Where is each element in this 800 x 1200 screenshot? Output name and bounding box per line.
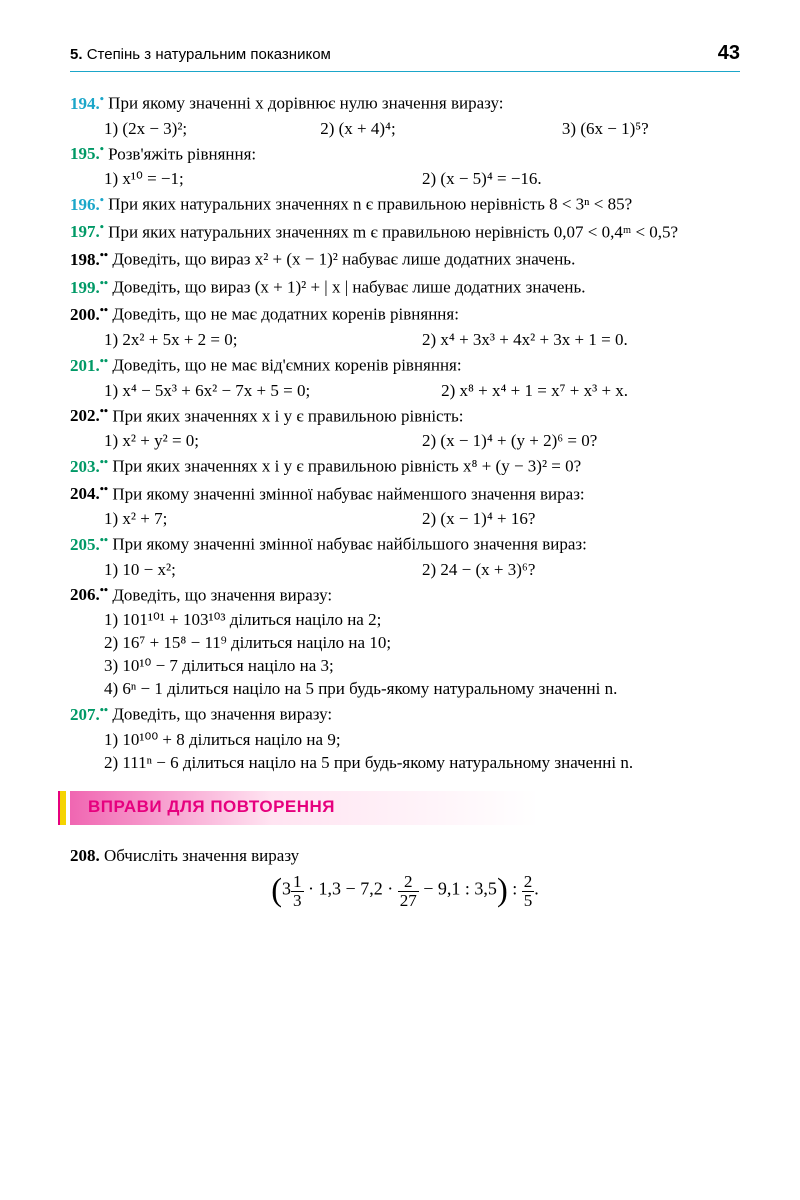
problem-number: 207.•• [70,705,112,724]
problem-number: 194.• [70,94,108,113]
formula-seg-2: − 9,1 : 3,5 [423,879,497,899]
problem-part: 1) x² + y² = 0; [104,430,422,453]
problem-part: 2) (x + 4)⁴; [320,118,562,141]
problem-part: 1) 10 − x²; [104,559,422,582]
problem-part: 1) x² + 7; [104,508,422,531]
problem-part: 2) (x − 1)⁴ + (y + 2)⁶ = 0? [422,430,740,453]
problem-item: 199.•• Доведіть, що вираз (x + 1)² + | x… [70,274,740,300]
problem-item: 207.•• Доведіть, що значення виразу: [70,701,740,727]
problem-parts-row: 1) (2x − 3)²;2) (x + 4)⁴;3) (6x − 1)⁵? [70,118,740,141]
formula-colon: : [512,879,517,899]
problem-parts-row: 1) 10 − x²;2) 24 − (x + 3)⁶? [70,559,740,582]
frac-num: 1 [291,873,304,891]
problem-number: 206.•• [70,585,112,604]
page-number: 43 [718,40,740,67]
problem-parts-row: 1) x² + 7;2) (x − 1)⁴ + 16? [70,508,740,531]
problem-part: 2) (x − 1)⁴ + 16? [422,508,740,531]
page-header: 5. Степінь з натуральним показником 43 [70,40,740,72]
frac-den: 5 [522,892,535,909]
problem-parts-row: 1) x⁴ − 5x³ + 6x² − 7x + 5 = 0;2) x⁸ + x… [70,380,740,403]
frac-den: 27 [398,892,419,909]
problem-text: Обчисліть значення виразу [104,846,299,865]
banner-bar [58,791,66,825]
problem-text: Доведіть, що значення виразу: [112,585,332,604]
problem-part: 1) (2x − 3)²; [104,118,320,141]
problem-text: При якому значенні змінної набуває найбі… [112,535,587,554]
problem-number: 195.• [70,144,108,163]
frac-den: 3 [291,892,304,909]
problem-text: При яких натуральних значеннях n є прави… [108,195,632,214]
problem-text: При яких значеннях x і y є правильною рі… [112,457,581,476]
problem-item: 202.•• При яких значеннях x і y є правил… [70,403,740,429]
problem-text: При яких значеннях x і y є правильною рі… [112,406,463,425]
fraction-3: 25 [522,873,535,908]
problem-part: 1) 101¹⁰¹ + 103¹⁰³ ділиться націло на 2; [70,609,740,632]
problems-list: 194.• При якому значенні x дорівнює нулю… [70,90,740,775]
problem-item: 197.• При яких натуральних значеннях m є… [70,219,740,245]
problem-item: 205.•• При якому значенні змінної набува… [70,531,740,557]
problem-text: Доведіть, що вираз x² + (x − 1)² набуває… [112,250,575,269]
problem-text: Доведіть, що вираз (x + 1)² + | x | набу… [112,278,585,297]
problem-part: 1) 10¹⁰⁰ + 8 ділиться націло на 9; [70,729,740,752]
problem-208: 208. Обчисліть значення виразу [70,845,740,868]
problem-text: Доведіть, що значення виразу: [112,705,332,724]
problem-parts-row: 1) x¹⁰ = −1;2) (x − 5)⁴ = −16. [70,168,740,191]
formula-208: (313 · 1,3 − 7,2 · 227 − 9,1 : 3,5) : 25… [70,873,740,908]
problem-item: 194.• При якому значенні x дорівнює нулю… [70,90,740,116]
problem-part: 4) 6ⁿ − 1 ділиться націло на 5 при будь-… [70,678,740,701]
problem-item: 198.•• Доведіть, що вираз x² + (x − 1)² … [70,246,740,272]
banner-text: ВПРАВИ ДЛЯ ПОВТОРЕННЯ [70,796,335,819]
problem-item: 200.•• Доведіть, що не має додатних коре… [70,301,740,327]
problem-item: 195.• Розв'яжіть рівняння: [70,141,740,167]
section-number: 5. [70,46,83,63]
problem-number: 204.•• [70,484,112,503]
fraction-1: 13 [291,873,304,908]
problem-item: 206.•• Доведіть, що значення виразу: [70,582,740,608]
problem-number: 197.• [70,222,108,241]
problem-part: 2) 111ⁿ − 6 ділиться націло на 5 при буд… [70,752,740,775]
problem-number: 201.•• [70,356,112,375]
review-banner: ВПРАВИ ДЛЯ ПОВТОРЕННЯ [70,791,740,825]
problem-part: 2) x⁴ + 3x³ + 4x² + 3x + 1 = 0. [422,329,740,352]
frac-num: 2 [398,873,419,891]
problem-number: 199.•• [70,278,112,297]
problem-part: 1) x¹⁰ = −1; [104,168,422,191]
problem-parts-row: 1) 2x² + 5x + 2 = 0;2) x⁴ + 3x³ + 4x² + … [70,329,740,352]
section-title: 5. Степінь з натуральним показником [70,45,331,65]
problem-part: 3) (6x − 1)⁵? [562,118,740,141]
problem-item: 201.•• Доведіть, що не має від'ємних кор… [70,352,740,378]
problem-part: 2) 24 − (x + 3)⁶? [422,559,740,582]
problem-part: 1) 2x² + 5x + 2 = 0; [104,329,422,352]
formula-seg-1: · 1,3 − 7,2 · [308,879,393,899]
problem-number: 202.•• [70,406,112,425]
problem-text: Доведіть, що не має додатних коренів рів… [112,305,459,324]
problem-number: 196.• [70,195,108,214]
problem-number: 198.•• [70,250,112,269]
problem-text: Доведіть, що не має від'ємних коренів рі… [112,356,461,375]
problem-part: 3) 10¹⁰ − 7 ділиться націло на 3; [70,655,740,678]
problem-number: 200.•• [70,305,112,324]
problem-item: 204.•• При якому значенні змінної набува… [70,481,740,507]
problem-part: 2) (x − 5)⁴ = −16. [422,168,740,191]
fraction-2: 227 [398,873,419,908]
problem-text: При якому значенні x дорівнює нулю значе… [108,94,503,113]
problem-text: При якому значенні змінної набуває найме… [112,484,584,503]
problem-item: 196.• При яких натуральних значеннях n є… [70,191,740,217]
frac-whole: 3 [282,879,291,899]
problem-part: 2) 16⁷ + 15⁸ − 11⁹ ділиться націло на 10… [70,632,740,655]
problem-part: 1) x⁴ − 5x³ + 6x² − 7x + 5 = 0; [104,380,441,403]
formula-dot: . [534,879,539,899]
problem-parts-row: 1) x² + y² = 0;2) (x − 1)⁴ + (y + 2)⁶ = … [70,430,740,453]
problem-text: При яких натуральних значеннях m є прави… [108,222,678,241]
problem-part: 2) x⁸ + x⁴ + 1 = x⁷ + x³ + x. [441,380,740,403]
problem-text: Розв'яжіть рівняння: [108,144,256,163]
problem-number: 205.•• [70,535,112,554]
section-name: Степінь з натуральним показником [87,46,331,63]
problem-number: 203.•• [70,457,112,476]
frac-num: 2 [522,873,535,891]
problem-item: 203.•• При яких значеннях x і y є правил… [70,453,740,479]
problem-number: 208. [70,846,100,865]
